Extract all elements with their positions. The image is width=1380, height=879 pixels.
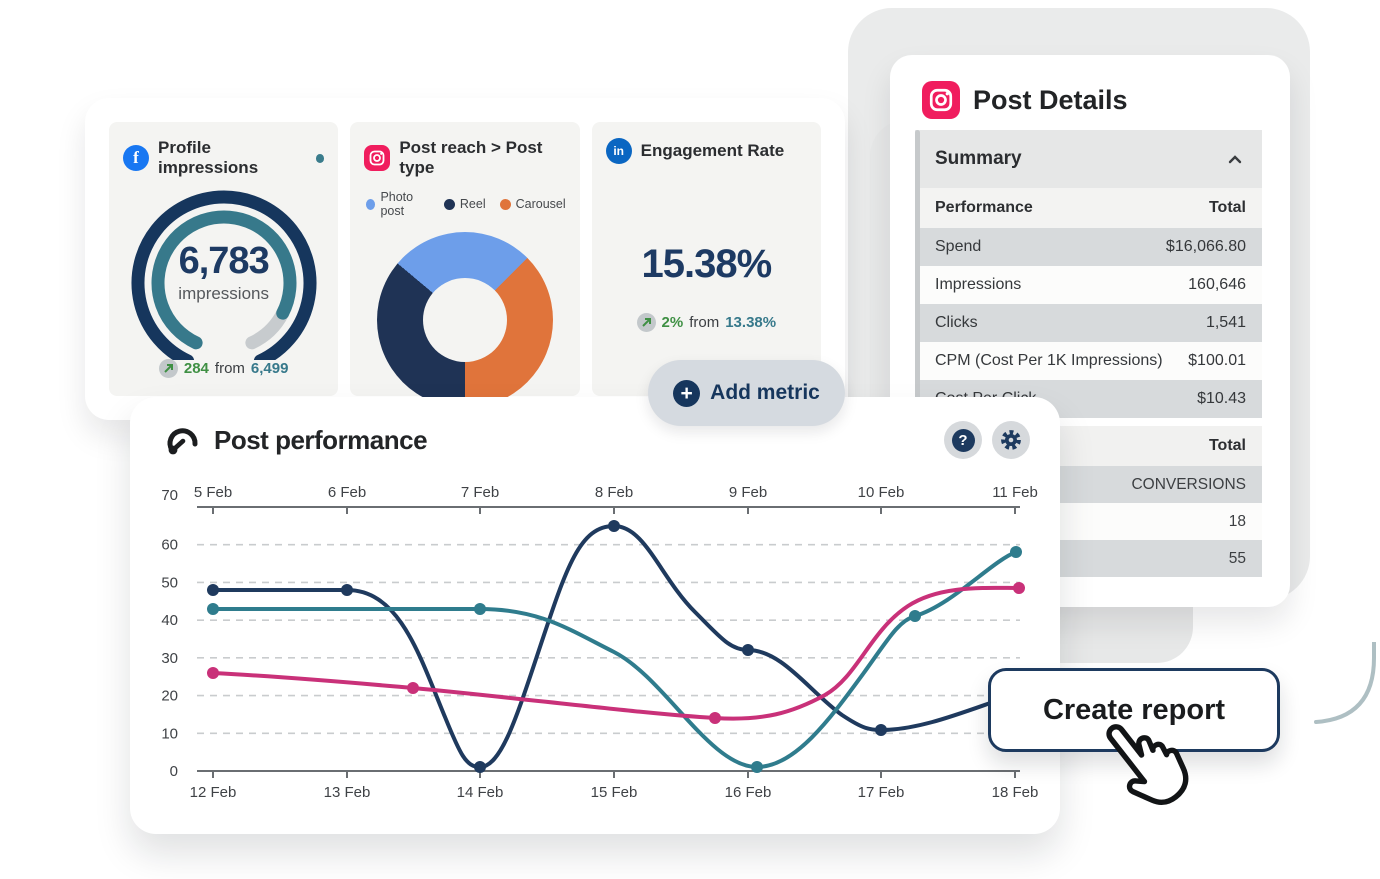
summary-label: Summary xyxy=(935,148,1022,169)
svg-text:0: 0 xyxy=(170,763,178,780)
donut-legend: Photo post Reel Carousel xyxy=(366,190,566,218)
performance-table: Spend $16,066.80 Impressions 160,646 Clicks 1… xyxy=(915,228,1262,418)
svg-text:15 Feb: 15 Feb xyxy=(591,784,638,801)
post-details-title: Post Details xyxy=(973,84,1128,115)
svg-text:5 Feb: 5 Feb xyxy=(194,484,232,501)
delta-change: 284 xyxy=(183,360,209,377)
decorative-corner-arc xyxy=(1314,642,1376,724)
svg-text:18 Feb: 18 Feb xyxy=(992,784,1039,801)
add-metric-label: Add metric xyxy=(710,381,820,404)
widget-title: Profile impressions xyxy=(158,138,259,177)
widget-title: Post reach > Post type xyxy=(399,138,543,177)
widget-profile-impressions: f Profile impressions 6,783 impressions … xyxy=(109,122,339,396)
svg-text:10: 10 xyxy=(161,725,178,742)
legend-dot xyxy=(366,198,376,210)
svg-text:17 Feb: 17 Feb xyxy=(858,784,905,801)
summary-section-header[interactable]: Summary xyxy=(915,130,1262,188)
table-row: Clicks 1,541 xyxy=(915,304,1262,342)
gauge-icon xyxy=(167,428,198,455)
col-total: Total xyxy=(1208,199,1246,216)
svg-text:50: 50 xyxy=(161,574,178,591)
svg-text:60: 60 xyxy=(161,537,178,554)
linkedin-icon: in xyxy=(605,138,632,164)
svg-text:14 Feb: 14 Feb xyxy=(457,784,504,801)
donut-chart xyxy=(376,232,553,408)
gauge-unit: impressions xyxy=(178,284,269,303)
svg-text:7 Feb: 7 Feb xyxy=(461,484,499,501)
donut-hole xyxy=(422,278,507,362)
create-report-button[interactable]: Create report xyxy=(988,668,1280,752)
legend-dot xyxy=(499,198,511,210)
delta-baseline: 13.38% xyxy=(725,314,777,331)
widget-post-reach: Post reach > Post type Photo post Reel Car… xyxy=(350,122,580,408)
performance-table-header: Performance Total xyxy=(915,188,1262,228)
settings-button[interactable] xyxy=(992,421,1030,459)
delta-from-word: from xyxy=(689,314,720,331)
table-row: Impressions 160,646 xyxy=(915,266,1262,304)
gauge-value: 6,783 xyxy=(178,240,270,282)
svg-text:20: 20 xyxy=(161,688,178,705)
widget-engagement-rate: in Engagement Rate 15.38% 2% from 13.38% xyxy=(591,122,821,396)
chart-title: Post performance xyxy=(214,424,428,455)
metric-color-dot xyxy=(315,153,325,163)
svg-text:6 Feb: 6 Feb xyxy=(328,484,366,501)
line-chart: 70 0 10 20 30 40 50 60 5 Feb 6 Feb 7 Feb 8 Feb 9 Feb… xyxy=(161,484,1039,801)
svg-text:16 Feb: 16 Feb xyxy=(725,784,772,801)
widget-title: Engagement Rate xyxy=(640,141,785,160)
question-icon: ? xyxy=(951,428,975,452)
scrollbar[interactable] xyxy=(915,130,920,575)
engagement-rate-value: 15.38% xyxy=(641,242,772,286)
delta-row: 284 from 6,499 xyxy=(109,359,338,378)
add-metric-button[interactable]: + Add metric xyxy=(648,360,845,426)
impressions-gauge: 6,783 impressions xyxy=(124,188,324,368)
post-performance-card: Post performance ? 70 0 10 20 30 40 50 60 5 Feb 6… xyxy=(130,397,1060,834)
gauge-chart xyxy=(131,190,317,368)
legend-item: Photo post xyxy=(366,190,430,218)
table-row: Spend $16,066.80 xyxy=(915,228,1262,266)
legend-dot xyxy=(443,198,455,210)
hand-cursor-icon xyxy=(1106,724,1189,806)
help-button[interactable]: ? xyxy=(944,421,982,459)
gear-icon xyxy=(1001,430,1021,450)
svg-text:12 Feb: 12 Feb xyxy=(190,784,237,801)
svg-text:13 Feb: 13 Feb xyxy=(324,784,371,801)
delta-change: 2% xyxy=(661,314,684,331)
chevron-up-icon[interactable] xyxy=(1228,154,1242,164)
facebook-icon: f xyxy=(123,145,149,171)
plus-icon: + xyxy=(673,379,701,407)
legend-item: Carousel xyxy=(499,197,566,211)
legend-item: Reel xyxy=(443,197,486,211)
trend-up-icon xyxy=(158,359,178,378)
svg-text:11 Feb: 11 Feb xyxy=(992,484,1038,501)
svg-text:10 Feb: 10 Feb xyxy=(858,484,905,501)
svg-text:9 Feb: 9 Feb xyxy=(729,484,767,501)
svg-text:30: 30 xyxy=(161,650,178,667)
trend-up-icon xyxy=(636,313,656,332)
svg-text:40: 40 xyxy=(161,612,178,629)
delta-row: 2% from 13.38% xyxy=(606,313,807,332)
delta-baseline: 6,499 xyxy=(250,360,289,377)
table-row: CPM (Cost Per 1K Impressions) $100.01 xyxy=(915,342,1262,380)
svg-text:70: 70 xyxy=(161,487,178,504)
delta-from-word: from xyxy=(214,360,245,377)
instagram-icon xyxy=(364,145,391,171)
svg-text:8 Feb: 8 Feb xyxy=(595,484,633,501)
instagram-icon xyxy=(922,81,960,119)
col-performance: Performance xyxy=(935,199,1033,216)
